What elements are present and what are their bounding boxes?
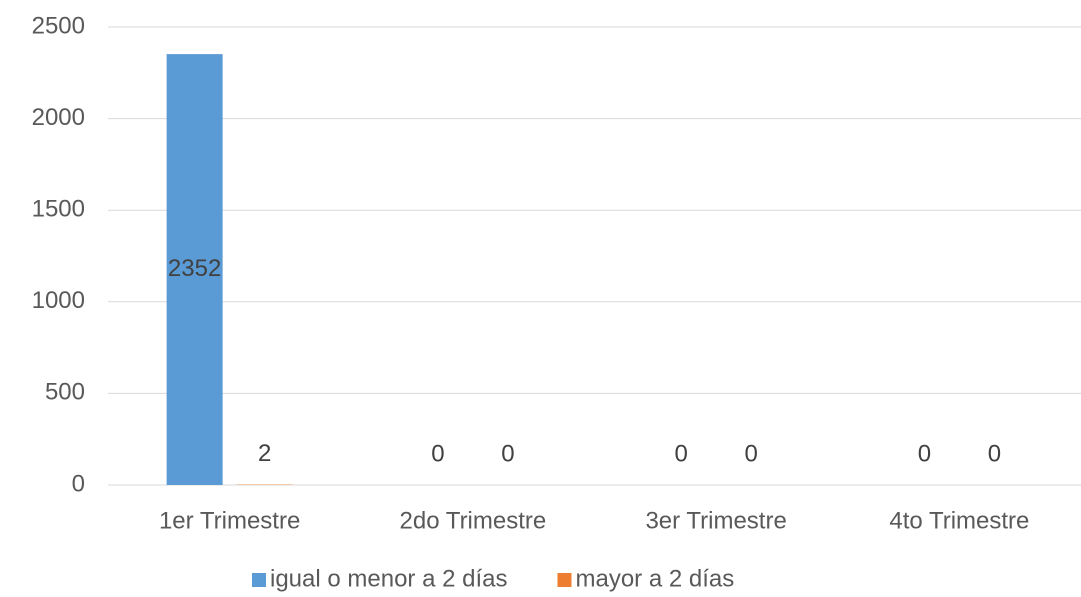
legend-label: igual o menor a 2 días: [270, 565, 507, 592]
data-label: 0: [431, 440, 444, 467]
y-tick-label: 0: [72, 470, 85, 497]
y-tick-label: 1500: [32, 196, 85, 223]
bar: [166, 54, 223, 486]
data-label: 0: [501, 440, 514, 467]
x-tick-label: 3er Trimestre: [645, 507, 786, 534]
y-tick-label: 1000: [32, 287, 85, 314]
data-label: 2352: [168, 255, 221, 282]
legend-label: mayor a 2 días: [575, 565, 734, 592]
x-tick-label: 4to Trimestre: [889, 507, 1029, 534]
data-label: 2: [258, 440, 271, 467]
legend-swatch: [252, 573, 266, 587]
data-label: 0: [988, 440, 1001, 467]
y-tick-label: 500: [45, 379, 85, 406]
x-tick-label: 1er Trimestre: [159, 507, 300, 534]
data-label: 0: [674, 440, 687, 467]
legend-swatch: [557, 573, 572, 587]
data-label: 0: [918, 440, 931, 467]
x-tick-label: 2do Trimestre: [400, 507, 547, 534]
y-tick-label: 2000: [32, 104, 85, 131]
data-label: 0: [744, 440, 757, 467]
y-tick-label: 2500: [32, 12, 85, 39]
